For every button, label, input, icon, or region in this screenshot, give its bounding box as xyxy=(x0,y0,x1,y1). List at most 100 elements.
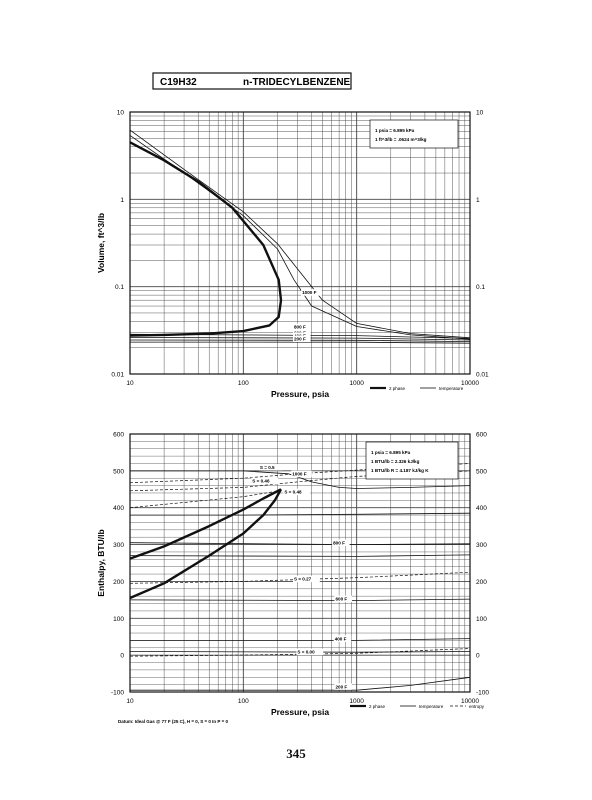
series-line xyxy=(130,676,471,691)
y-axis-label: Volume, ft^3/lb xyxy=(96,213,106,273)
conversion-box xyxy=(365,441,459,480)
x-axis-label: Pressure, psia xyxy=(271,389,329,399)
y-tick-label-left: 0.01 xyxy=(111,372,124,379)
series-line xyxy=(129,337,471,341)
conversion-line: 1 BTU/lb R = 4.187 kJ/kg K xyxy=(371,468,429,473)
curve-label: 800 F xyxy=(333,541,345,546)
y-tick-label-left: 0.1 xyxy=(115,284,124,291)
series-line xyxy=(129,135,471,340)
curve-label: S = 0.27 xyxy=(294,577,312,582)
x-tick-label: 10 xyxy=(126,380,134,387)
y-tick-label-left: -100 xyxy=(111,690,124,697)
y-tick-label-left: 300 xyxy=(113,542,124,549)
legend-label: 2 phase xyxy=(369,704,386,709)
y-tick-label-left: 10 xyxy=(117,110,125,117)
y-tick-label-right: -100 xyxy=(476,690,489,697)
series-line xyxy=(129,341,471,344)
curve-label-bg xyxy=(301,289,322,296)
curve-label: 1000 F xyxy=(292,472,306,477)
series-line xyxy=(129,488,282,560)
series-line xyxy=(129,542,471,545)
page-number: 345 xyxy=(286,746,306,761)
y-tick-label-right: 0.01 xyxy=(476,372,489,379)
y-tick-label-left: 0 xyxy=(120,653,124,660)
curve-label-bg xyxy=(258,464,283,471)
series-line xyxy=(129,598,471,601)
series-group xyxy=(129,129,471,344)
curve-label: 200 F xyxy=(335,684,347,689)
curve-label-bg xyxy=(293,323,311,331)
conversion-box xyxy=(369,119,459,149)
series-line xyxy=(130,512,471,516)
y-axis-label: Enthalpy, BTU/lb xyxy=(96,529,106,596)
curve-label-bg xyxy=(291,470,312,478)
y-tick-label-right: 300 xyxy=(476,542,487,549)
y-tick-label-right: 10 xyxy=(476,110,484,117)
y-tick-label-left: 100 xyxy=(113,616,124,623)
y-tick-label-right: 600 xyxy=(476,432,487,439)
conversion-line: 1 psia = 6.895 kPa xyxy=(375,128,415,133)
curve-label: 200 F xyxy=(294,336,306,341)
y-tick-label-left: 500 xyxy=(113,468,124,475)
conversion-line: 1 psia = 6.895 kPa xyxy=(371,450,411,455)
y-tick-label-right: 400 xyxy=(476,505,487,512)
conversion-line: 1 ft^3/lb = .0624 m^3/kg xyxy=(375,137,427,142)
plot-frame xyxy=(129,433,471,693)
x-tick-label: 1000 xyxy=(349,380,364,387)
legend-label: entropy xyxy=(469,704,485,709)
x-tick-label: 1000 xyxy=(349,698,364,705)
series-line xyxy=(129,490,278,509)
curve-label-bg xyxy=(334,683,352,690)
curve-label: S = 0.5 xyxy=(260,465,275,470)
datum-note: Datum: Ideal Gas @ 77 F (25 C), H = 0, S… xyxy=(118,719,228,724)
curve-label: 400 F xyxy=(335,636,347,641)
y-tick-label-right: 0 xyxy=(476,653,480,660)
legend-label: temperature xyxy=(439,386,464,391)
x-tick-label: 100 xyxy=(238,380,249,387)
header-box: C19H32 n-TRIDECYLBENZENE xyxy=(152,72,352,90)
y-tick-label-left: 600 xyxy=(113,432,124,439)
y-tick-label-right: 1 xyxy=(476,197,480,204)
curve-label-bg xyxy=(251,477,279,485)
compound-formula: C19H32 xyxy=(160,77,197,88)
curve-label-bg xyxy=(283,488,311,496)
curve-label-bg xyxy=(296,648,324,656)
curve-label: 800 F xyxy=(294,325,306,330)
conversion-line: 1 BTU/lb = 2.326 kJ/kg xyxy=(371,459,420,464)
x-tick-label: 10000 xyxy=(461,698,479,705)
y-tick-label-right: 200 xyxy=(476,579,487,586)
curve-label: 1000 F xyxy=(302,290,316,295)
x-tick-label: 10000 xyxy=(461,380,479,387)
curve-label-bg xyxy=(332,539,350,547)
series-line xyxy=(129,141,283,337)
series-line xyxy=(129,333,471,339)
curve-label-bg xyxy=(333,635,352,642)
y-tick-label-right: 100 xyxy=(476,616,487,623)
series-line xyxy=(129,129,471,339)
curve-label-bg xyxy=(334,595,352,603)
y-tick-label-left: 1 xyxy=(120,197,124,204)
curve-label: S = 0.46 xyxy=(252,479,270,484)
curve-label: S = 0.48 xyxy=(284,490,302,495)
curve-label-bg xyxy=(293,335,311,342)
series-line xyxy=(130,638,471,641)
curve-label: 600 F xyxy=(335,597,347,602)
y-tick-label-right: 0.1 xyxy=(476,284,485,291)
compound-name: n-TRIDECYLBENZENE xyxy=(243,77,351,88)
y-tick-label-left: 200 xyxy=(113,579,124,586)
plot-frame xyxy=(129,111,471,375)
curve-label: S = 0.00 xyxy=(297,650,315,655)
curve-label-bg xyxy=(293,575,320,583)
series-line xyxy=(129,488,283,600)
series-line xyxy=(129,339,471,342)
x-tick-label: 10 xyxy=(126,698,134,705)
x-tick-label: 100 xyxy=(238,698,249,705)
series-line xyxy=(129,651,471,653)
legend-label: 2 phase xyxy=(389,386,406,391)
legend-label: temperature xyxy=(419,704,444,709)
series-line xyxy=(130,470,471,489)
y-tick-label-left: 400 xyxy=(113,505,124,512)
